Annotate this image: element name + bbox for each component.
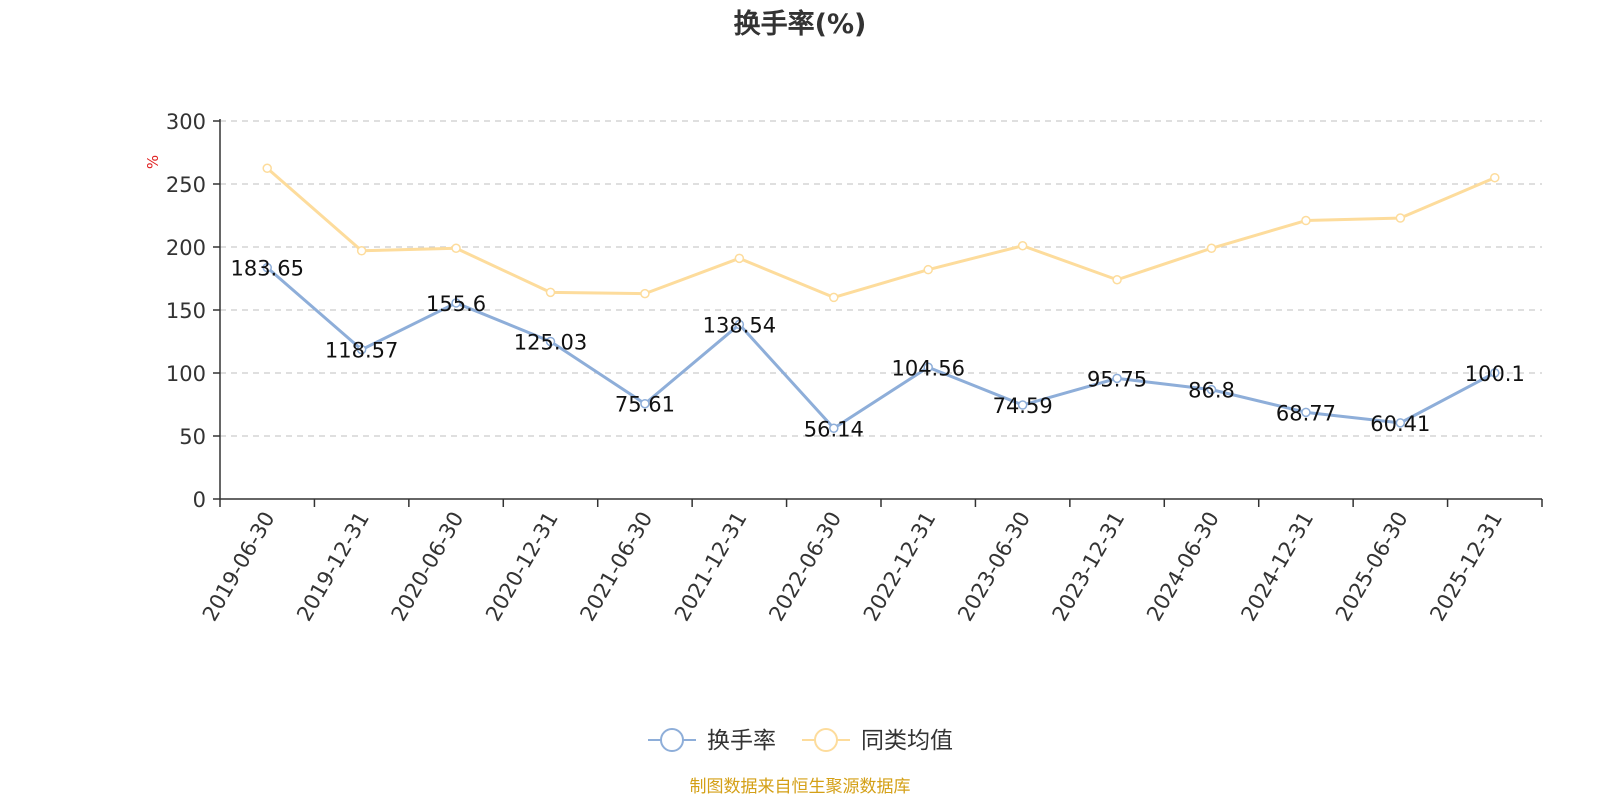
data-point[interactable] bbox=[1490, 368, 1500, 378]
legend-item-turnover[interactable]: 换手率 bbox=[648, 728, 776, 754]
data-labels: 183.65 118.57 155.6 125.03 75.61 138.54 56.14 1… bbox=[230, 257, 1524, 442]
data-label: 68.77 bbox=[1276, 401, 1336, 425]
legend-label-turnover: 换手率 bbox=[707, 728, 776, 754]
data-point[interactable] bbox=[923, 362, 933, 373]
data-label: 100.1 bbox=[1465, 362, 1525, 386]
data-label: 75.61 bbox=[615, 393, 675, 417]
x-tick-label: 2023-06-30 bbox=[953, 508, 1035, 626]
data-point[interactable] bbox=[829, 292, 839, 303]
data-point[interactable] bbox=[1490, 172, 1500, 183]
grid-lines bbox=[220, 120, 1542, 437]
series-layer bbox=[262, 163, 1500, 434]
data-label: 118.57 bbox=[325, 339, 398, 363]
data-point[interactable] bbox=[1017, 240, 1028, 251]
data-point[interactable] bbox=[1112, 275, 1122, 285]
data-label: 86.8 bbox=[1188, 379, 1235, 403]
data-point[interactable] bbox=[1301, 215, 1311, 226]
data-point[interactable] bbox=[923, 264, 933, 275]
x-tick-label: 2021-12-31 bbox=[670, 508, 752, 626]
series-line-0 bbox=[266, 266, 1496, 430]
data-point[interactable] bbox=[356, 344, 367, 355]
y-tick-label: 100 bbox=[166, 362, 206, 386]
data-point[interactable] bbox=[262, 163, 272, 173]
data-point[interactable] bbox=[734, 253, 745, 264]
x-tick-label: 2024-06-30 bbox=[1142, 508, 1224, 626]
x-tick-label: 2025-06-30 bbox=[1331, 508, 1413, 626]
data-point[interactable] bbox=[1206, 243, 1217, 254]
data-point[interactable] bbox=[545, 287, 556, 298]
source-note: 制图数据来自恒生聚源数据库 bbox=[690, 777, 911, 797]
y-tick-label: 300 bbox=[166, 110, 206, 134]
data-label: 104.56 bbox=[891, 356, 964, 380]
x-tick-label: 2020-06-30 bbox=[387, 508, 469, 626]
data-label: 138.54 bbox=[703, 313, 776, 337]
y-tick-label: 150 bbox=[166, 299, 206, 323]
y-tick-label: 0 bbox=[193, 488, 206, 512]
y-axis-unit: % bbox=[144, 155, 162, 169]
data-point[interactable] bbox=[1017, 400, 1028, 410]
data-label: 125.03 bbox=[514, 330, 587, 354]
legend-circle-icon bbox=[660, 728, 684, 752]
data-point[interactable] bbox=[1395, 418, 1406, 428]
series-line-1 bbox=[266, 167, 1496, 299]
data-point[interactable] bbox=[640, 288, 650, 299]
y-tick-label: 50 bbox=[179, 425, 206, 449]
data-point[interactable] bbox=[734, 319, 745, 330]
legend: 换手率 同类均值 bbox=[648, 728, 953, 754]
data-label: 56.14 bbox=[804, 417, 864, 441]
x-tick-label: 2022-12-31 bbox=[859, 508, 941, 626]
y-tick-label: 250 bbox=[166, 173, 206, 197]
x-tick-label: 2019-06-30 bbox=[198, 508, 280, 626]
x-tick-label: 2023-12-31 bbox=[1048, 508, 1130, 626]
data-label: 155.6 bbox=[426, 292, 486, 316]
data-point[interactable] bbox=[451, 243, 461, 254]
data-label: 60.41 bbox=[1370, 412, 1430, 436]
chart-title: 换手率(%) bbox=[734, 8, 867, 40]
data-point[interactable] bbox=[829, 423, 839, 434]
data-point[interactable] bbox=[640, 398, 650, 409]
data-point[interactable] bbox=[545, 336, 556, 347]
data-point[interactable] bbox=[262, 262, 272, 273]
legend-circle-icon bbox=[814, 728, 838, 752]
data-point[interactable] bbox=[1395, 213, 1406, 223]
x-tick-label: 2024-12-31 bbox=[1236, 508, 1318, 626]
x-tick-label: 2025-12-31 bbox=[1425, 508, 1507, 626]
data-point[interactable] bbox=[451, 298, 461, 308]
x-tick-label: 2021-06-30 bbox=[575, 508, 657, 626]
y-tick-label: 200 bbox=[166, 236, 206, 260]
x-tick-label: 2019-12-31 bbox=[292, 508, 374, 626]
data-label: 183.65 bbox=[230, 257, 303, 281]
legend-item-peer-average[interactable]: 同类均值 bbox=[802, 728, 953, 754]
x-tick-label: 2020-12-31 bbox=[481, 508, 563, 626]
data-label: 95.75 bbox=[1087, 367, 1147, 391]
data-point[interactable] bbox=[1206, 384, 1217, 395]
x-tick-label: 2022-06-30 bbox=[764, 508, 846, 626]
data-label: 74.59 bbox=[993, 394, 1053, 418]
legend-label-peer-average: 同类均值 bbox=[861, 728, 953, 754]
data-point[interactable] bbox=[1112, 373, 1122, 384]
data-point[interactable] bbox=[1301, 407, 1311, 418]
data-point[interactable] bbox=[356, 246, 367, 256]
